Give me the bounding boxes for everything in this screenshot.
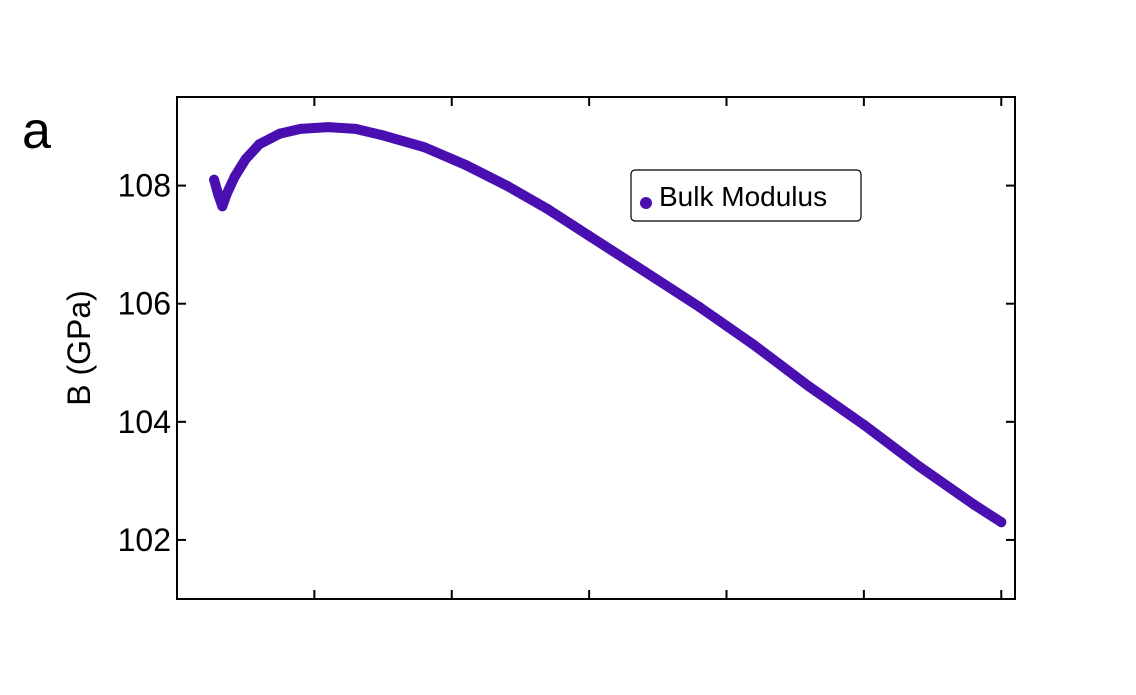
data-point: [501, 180, 512, 191]
data-point: [323, 122, 334, 133]
data-point: [913, 461, 924, 472]
y-tick-label: 102: [118, 522, 171, 558]
y-tick-label: 108: [118, 168, 171, 204]
data-point: [378, 130, 389, 141]
y-tick-label: 106: [118, 286, 171, 322]
data-point: [694, 301, 704, 312]
data-point: [275, 128, 285, 139]
data-point: [295, 123, 306, 134]
legend-label: Bulk Modulus: [659, 181, 827, 212]
data-point: [209, 174, 220, 185]
data-point: [229, 171, 240, 182]
data-point: [221, 189, 232, 200]
data-point: [968, 499, 979, 510]
data-point: [542, 204, 553, 215]
data-point: [254, 139, 265, 150]
data-point: [217, 201, 228, 212]
axis-ticks: 102 104 106 108: [118, 97, 1015, 599]
data-point: [749, 340, 759, 350]
y-tick-label: 104: [118, 404, 171, 440]
data-point: [460, 159, 471, 170]
legend: Bulk Modulus: [630, 169, 862, 222]
data-point: [803, 381, 814, 392]
series-line: [209, 122, 1007, 528]
data-point: [213, 189, 224, 200]
data-point: [996, 517, 1007, 528]
data-series: [209, 122, 1007, 528]
legend-marker: [640, 197, 652, 209]
data-point: [419, 142, 430, 153]
panel-label: a: [22, 102, 51, 160]
data-point: [858, 419, 869, 430]
legend-box: [630, 169, 862, 222]
data-point: [240, 154, 251, 164]
y-axis-title: B (GPa): [61, 290, 97, 406]
data-point: [639, 266, 650, 277]
data-point: [584, 230, 595, 241]
data-point: [350, 123, 361, 134]
plot-frame: [176, 96, 1016, 600]
